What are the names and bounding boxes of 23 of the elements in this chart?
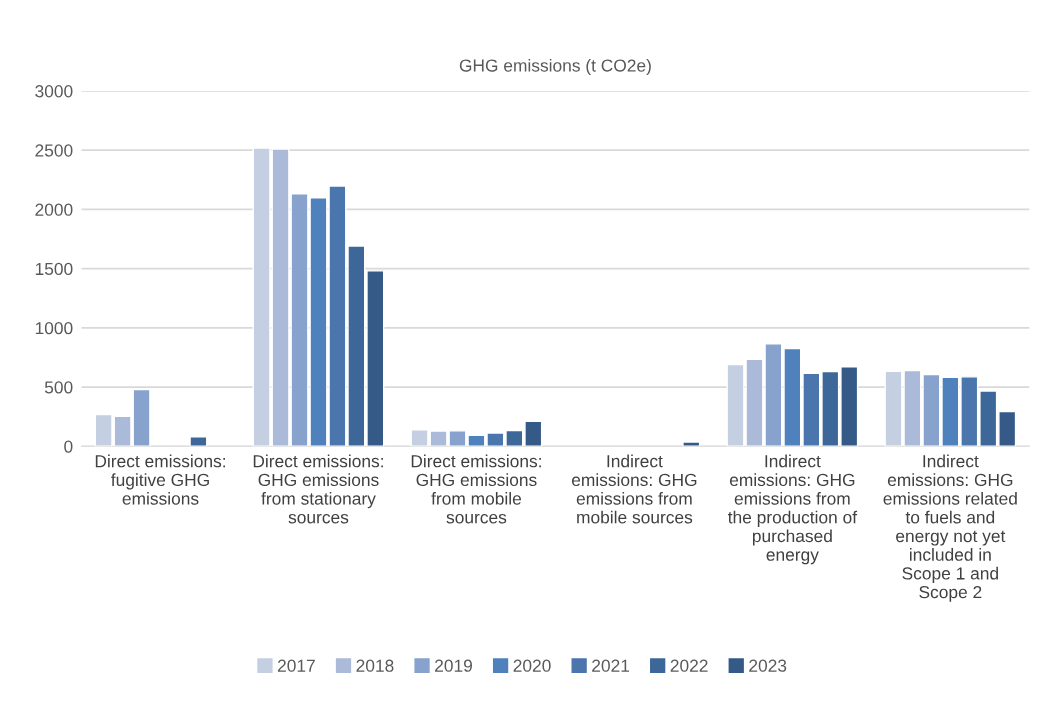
x-tick-label: Direct emissions: fugitive GHG emissions xyxy=(95,454,225,505)
x-tick-label: Indirect emissions: GHG emissions related to fuels and energy not yet included in Scope 1 and Scope 2 xyxy=(883,454,1017,602)
bar xyxy=(682,441,701,447)
y-tick-label: 0 xyxy=(64,440,73,453)
legend-label: 2021 xyxy=(592,659,630,672)
legend-label: 2018 xyxy=(356,659,394,672)
legend-label: 2020 xyxy=(513,659,551,672)
x-tick-label: Direct emissions: GHG emissions from mobile sources xyxy=(411,454,541,524)
y-tick-label: 2000 xyxy=(35,203,73,216)
y-tick-label: 3000 xyxy=(35,85,73,98)
bar xyxy=(189,436,208,447)
legend-label: 2019 xyxy=(435,659,472,672)
chart-title: GHG emissions (t CO2e) xyxy=(459,58,651,76)
y-tick-label: 1000 xyxy=(35,321,73,335)
legend-label: 2023 xyxy=(749,659,787,672)
y-tick-label: 2500 xyxy=(35,144,73,157)
x-tick-label: Indirect emissions: GHG emissions from mobile sources xyxy=(571,454,697,524)
x-tick-label: Direct emissions: GHG emissions from stationary sources xyxy=(253,454,383,524)
legend-label: 2022 xyxy=(670,659,708,672)
legend-label: 2017 xyxy=(277,659,315,672)
y-tick-label: 1500 xyxy=(35,262,73,276)
x-tick-label: Indirect emissions: GHG emissions from the production of purchased energy xyxy=(727,454,858,565)
y-tick-label: 500 xyxy=(44,381,73,394)
